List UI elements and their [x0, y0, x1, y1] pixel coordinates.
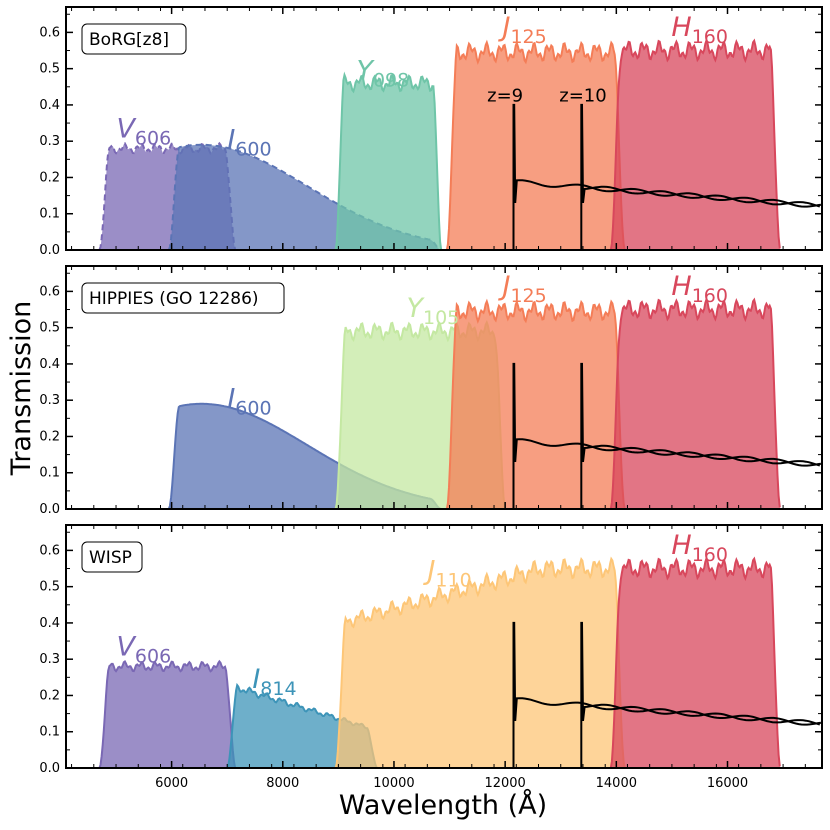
y-tick-label: 0.2 — [39, 688, 60, 703]
series-line-J125 — [445, 298, 626, 509]
redshift-label: z=9 — [487, 85, 523, 106]
y-tick-label: 0.6 — [39, 25, 60, 40]
plot-area — [98, 37, 822, 250]
axes-frame — [65, 524, 823, 769]
series-area-H160 — [610, 40, 781, 250]
series-area-J125 — [446, 301, 625, 509]
filter-label: Y098 — [356, 56, 409, 92]
filter-label: J125 — [497, 271, 546, 307]
series-area-H160 — [610, 558, 781, 768]
series-area-H160 — [610, 299, 781, 509]
y-tick-label: 0.1 — [39, 207, 60, 222]
series-line-V606 — [98, 659, 236, 768]
filter-label: I600 — [227, 124, 271, 160]
filter-label: H160 — [671, 271, 728, 307]
series-line-H160 — [609, 296, 781, 509]
x-tick-label: 6000 — [155, 776, 188, 791]
axes-frame — [65, 6, 823, 251]
filter-label: V606 — [116, 114, 171, 150]
plot-area — [98, 555, 822, 768]
series-line-Y098 — [334, 71, 443, 250]
series-area-V606 — [99, 661, 236, 768]
y-tick-label: 0.1 — [39, 466, 60, 481]
y-tick-label: 0.3 — [39, 134, 60, 149]
y-tick-label: 0.6 — [39, 543, 60, 558]
y-tick-label: 0.2 — [39, 170, 60, 185]
x-tick-label: 8000 — [266, 776, 299, 791]
filter-label: Y105 — [406, 293, 459, 329]
x-tick-label: 16000 — [707, 776, 748, 791]
spectrum-line — [512, 103, 821, 250]
series-area-J110 — [335, 558, 625, 768]
panel-label-box — [81, 541, 143, 573]
x-axis-title: Wavelength (Å) — [339, 789, 547, 821]
filter-label: I600 — [227, 383, 271, 419]
series-line-V606 — [98, 141, 236, 250]
chart-panel: 0.0 0.1 0.2 0.3 0.4 0.5 0.6 V606 I600 Y098 J125 H16… — [39, 6, 823, 258]
series-line-J125 — [445, 39, 626, 250]
y-tick-label: 0.4 — [39, 616, 60, 631]
chart-panel: 0.0 0.1 0.2 0.3 0.4 0.5 0.6 I600 Y105 J125 H160 HIP… — [39, 265, 823, 517]
axes-frame — [65, 265, 823, 510]
panels-group: 0.0 0.1 0.2 0.3 0.4 0.5 0.6 V606 I600 Y098 J125 H16… — [39, 6, 823, 791]
y-tick-label: 0.0 — [39, 761, 60, 776]
y-tick-label: 0.4 — [39, 357, 60, 372]
y-tick-label: 0.5 — [39, 62, 60, 77]
x-tick-label: 10000 — [373, 776, 414, 791]
panel-label-box — [81, 282, 285, 314]
series-line-H160 — [609, 555, 781, 768]
y-tick-label: 0.3 — [39, 652, 60, 667]
y-tick-label: 0.3 — [39, 393, 60, 408]
series-line-J110 — [334, 556, 626, 768]
filter-label: J110 — [422, 555, 471, 591]
spectrum-line — [580, 103, 822, 250]
redshift-label: z=10 — [559, 85, 606, 106]
y-tick-label: 0.6 — [39, 284, 60, 299]
chart-panel: 6000 8000 10000 12000 14000 16000 0.0 0.1 0.2 0.3… — [39, 524, 823, 791]
x-tick-label: 12000 — [484, 776, 525, 791]
y-tick-label: 0.5 — [39, 321, 60, 336]
y-tick-label: 0.4 — [39, 98, 60, 113]
spectrum-line — [580, 621, 822, 768]
panel-label: BoRG[z8] — [89, 30, 169, 50]
panel-label: WISP — [89, 548, 132, 568]
series-area-Y098 — [335, 75, 442, 250]
filter-label: V606 — [116, 632, 171, 668]
filter-label: H160 — [671, 12, 728, 48]
y-tick-label: 0.0 — [39, 502, 60, 517]
y-tick-label: 0.1 — [39, 725, 60, 740]
panel-label-box — [81, 23, 187, 55]
series-line-H160 — [609, 37, 781, 250]
y-axis-title: Transmission — [6, 301, 37, 476]
filter-label: H160 — [671, 530, 728, 566]
spectrum-line — [580, 362, 822, 509]
spectrum-line — [512, 362, 821, 509]
filter-label: J125 — [497, 12, 546, 48]
filter-label: I814 — [252, 664, 296, 700]
spectrum-line — [512, 621, 821, 768]
y-tick-label: 0.5 — [39, 580, 60, 595]
y-tick-label: 0.0 — [39, 243, 60, 258]
y-tick-label: 0.2 — [39, 429, 60, 444]
panel-label: HIPPIES (GO 12286) — [89, 289, 259, 309]
series-area-J125 — [446, 42, 625, 250]
x-tick-label: 14000 — [596, 776, 637, 791]
plot-area — [167, 296, 822, 509]
